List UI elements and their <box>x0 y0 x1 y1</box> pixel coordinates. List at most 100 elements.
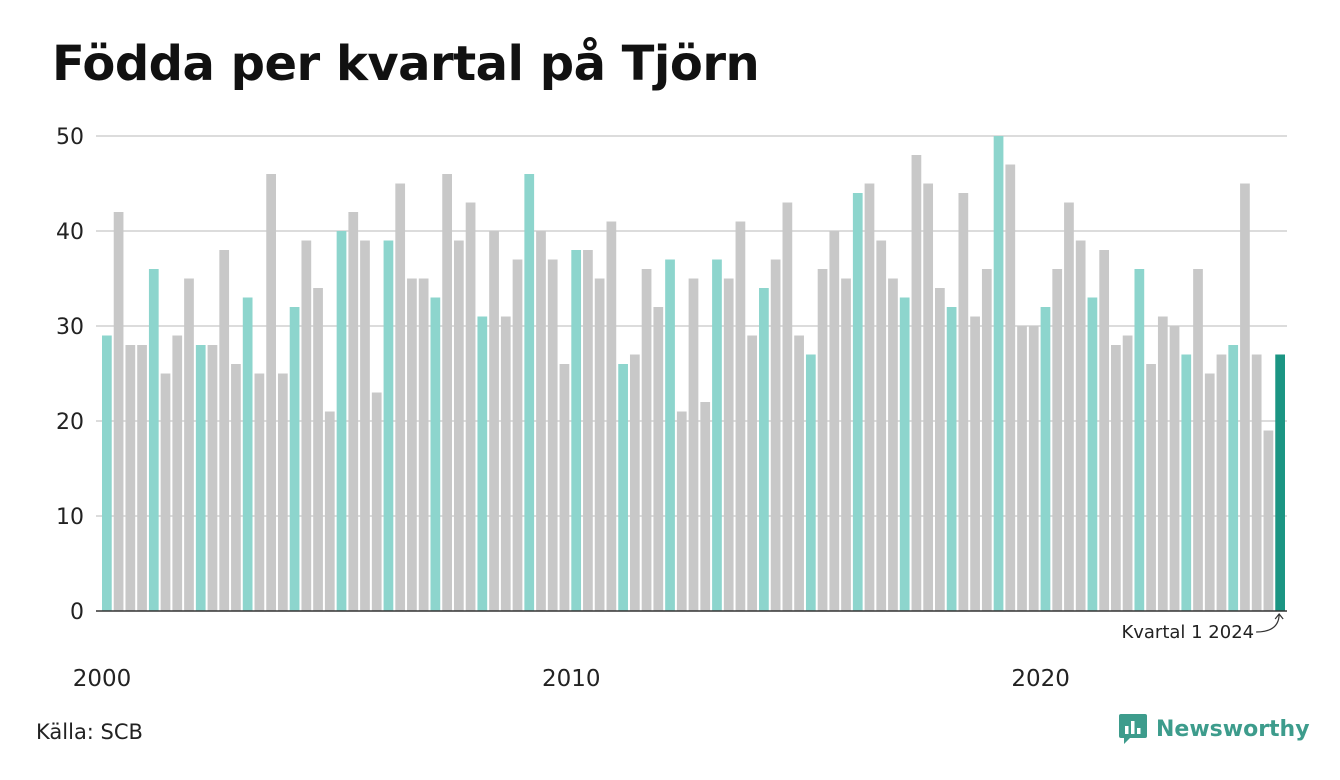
bar <box>195 345 206 611</box>
bar <box>547 259 558 611</box>
bar <box>113 212 124 611</box>
source-label: Källa: SCB <box>36 720 143 744</box>
bar <box>524 174 535 611</box>
bar <box>782 202 793 611</box>
bar <box>242 297 253 611</box>
y-tick-label: 40 <box>56 220 84 245</box>
bar <box>629 354 640 611</box>
bar <box>489 231 499 611</box>
bar <box>160 373 171 611</box>
x-tick-label: 2020 <box>1011 666 1070 692</box>
bar <box>1240 183 1250 611</box>
bar <box>1111 345 1121 611</box>
bar <box>606 221 617 611</box>
bar <box>993 136 1004 611</box>
bar <box>324 411 335 611</box>
bar <box>207 345 218 611</box>
bar <box>876 240 887 611</box>
bar <box>618 364 628 611</box>
bar <box>841 278 851 611</box>
y-tick-label: 50 <box>56 125 84 150</box>
bar <box>735 221 746 611</box>
chart-title: Födda per kvartal på Tjörn <box>52 36 760 92</box>
bar <box>1204 373 1215 611</box>
bar <box>301 240 312 611</box>
y-axis-labels: 0 10 20 30 40 50 <box>56 125 84 625</box>
bar <box>500 316 511 611</box>
bars <box>102 136 1285 611</box>
bar <box>852 193 863 611</box>
bar <box>289 307 300 611</box>
bar <box>653 307 664 611</box>
annotation: Kvartal 1 2024 <box>1121 613 1284 643</box>
bar <box>665 259 675 611</box>
bar <box>407 278 417 611</box>
bar <box>313 288 323 611</box>
bar <box>829 231 840 611</box>
bar <box>935 288 945 611</box>
bar <box>911 155 922 611</box>
bar <box>512 259 523 611</box>
bar <box>219 250 230 611</box>
bar <box>430 297 441 611</box>
bar <box>864 183 875 611</box>
bar <box>712 259 722 611</box>
bar <box>559 364 570 611</box>
bar <box>1122 335 1133 611</box>
bar <box>1146 364 1156 611</box>
bar <box>888 278 898 611</box>
bar <box>418 278 429 611</box>
annotation-arrowhead <box>1274 613 1284 620</box>
bar <box>1040 307 1051 611</box>
bar <box>348 212 359 611</box>
bar <box>1263 430 1274 611</box>
bar <box>1005 164 1016 611</box>
x-axis-labels: 2000 2010 2020 <box>73 666 1070 692</box>
bar <box>759 288 769 611</box>
bar <box>1169 326 1180 611</box>
bar <box>125 345 136 611</box>
bar <box>453 240 464 611</box>
bar <box>571 250 582 611</box>
bar <box>1028 326 1039 611</box>
bar <box>805 354 816 611</box>
y-tick-label: 30 <box>56 315 84 340</box>
bar <box>1099 250 1110 611</box>
bar <box>1075 240 1086 611</box>
bar <box>641 269 652 611</box>
bar <box>594 278 605 611</box>
bar <box>1228 345 1239 611</box>
bar <box>970 316 980 611</box>
bar <box>102 335 112 611</box>
bar <box>770 259 781 611</box>
bar <box>137 345 147 611</box>
bar <box>172 335 183 611</box>
annotation-label: Kvartal 1 2024 <box>1121 622 1254 643</box>
bar <box>231 364 241 611</box>
brand-logo: Newsworthy <box>1118 712 1310 746</box>
bar <box>958 193 969 611</box>
bar <box>148 269 159 611</box>
bar <box>794 335 804 611</box>
bar <box>1216 354 1227 611</box>
bar <box>700 402 711 611</box>
bar <box>184 278 194 611</box>
bar <box>747 335 758 611</box>
bar <box>442 174 452 611</box>
bar <box>254 373 265 611</box>
bar <box>1017 326 1027 611</box>
bar <box>1275 354 1285 611</box>
bar <box>583 250 593 611</box>
bar <box>676 411 687 611</box>
bar <box>1087 297 1098 611</box>
annotation-arrow <box>1256 613 1280 633</box>
bar <box>277 373 288 611</box>
bar <box>383 240 394 611</box>
bar <box>946 307 957 611</box>
bar <box>981 269 992 611</box>
bar <box>923 183 934 611</box>
bar <box>336 231 347 611</box>
newsworthy-logo-icon <box>1119 714 1147 744</box>
bar <box>477 316 488 611</box>
